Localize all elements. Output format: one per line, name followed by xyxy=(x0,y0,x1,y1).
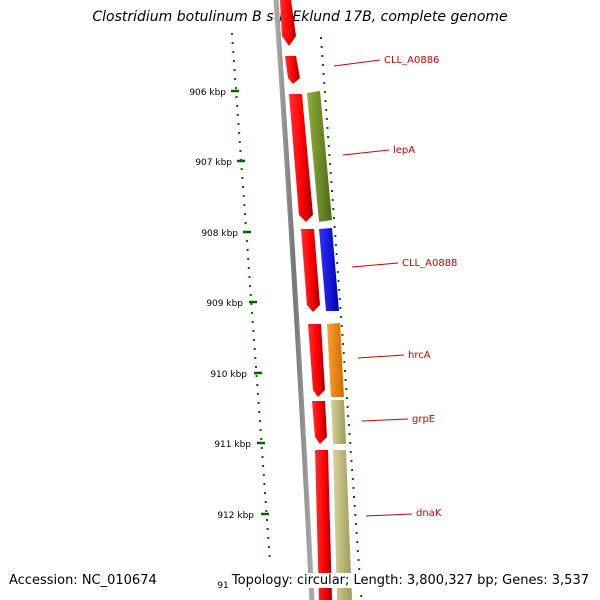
gene-label: CLL_A0886 xyxy=(384,55,439,66)
label-connector xyxy=(342,149,390,156)
cds-feature xyxy=(315,450,332,600)
inner-strand-features xyxy=(280,0,332,600)
scale-label: 907 kbp xyxy=(195,158,232,168)
scale-label: 908 kbp xyxy=(201,229,238,239)
cds-feature xyxy=(312,401,327,444)
gene-labels: CLL_A0886 lepA CLL_A0888 hrcA grpE dnaK xyxy=(333,55,457,519)
accession-text: Accession: NC_010674 xyxy=(9,573,157,588)
scale-label: 912 kbp xyxy=(217,511,254,521)
scale-label: 910 kbp xyxy=(210,370,247,380)
cds-feature xyxy=(285,56,300,84)
gene-dnaK xyxy=(333,450,352,600)
outer-strand-features xyxy=(307,91,352,600)
outer-minor-ticks xyxy=(320,37,363,597)
cds-feature xyxy=(289,94,313,222)
gene-CLL_A0888 xyxy=(319,228,339,311)
scale-label: 906 kbp xyxy=(189,88,226,98)
gene-hrcA xyxy=(327,323,344,397)
scale-label: 909 kbp xyxy=(206,299,243,309)
label-connector xyxy=(357,354,405,359)
gene-label: hrcA xyxy=(408,350,431,361)
ruler-minor-ticks xyxy=(231,33,271,557)
gene-grpE xyxy=(331,400,346,444)
genome-summary-text: Topology: circular; Length: 3,800,327 bp… xyxy=(227,573,589,588)
label-connector xyxy=(361,418,409,422)
gene-label: grpE xyxy=(412,414,435,425)
label-connector xyxy=(333,59,381,67)
cds-feature xyxy=(308,324,325,397)
genome-backbone xyxy=(273,0,315,600)
cds-feature xyxy=(280,0,296,46)
cds-feature xyxy=(301,229,320,312)
label-connector xyxy=(351,262,399,268)
map-title: Clostridium botulinum B str. Eklund 17B,… xyxy=(92,9,508,25)
gene-label: CLL_A0888 xyxy=(402,258,457,269)
scale-label: 911 kbp xyxy=(214,440,251,450)
gene-lepA xyxy=(307,91,332,222)
scale-ruler: 906 kbp 907 kbp 908 kbp 909 kbp 910 kbp … xyxy=(189,88,269,591)
gene-label: dnaK xyxy=(416,508,442,519)
label-connector xyxy=(365,513,413,517)
gene-label: lepA xyxy=(393,145,415,156)
